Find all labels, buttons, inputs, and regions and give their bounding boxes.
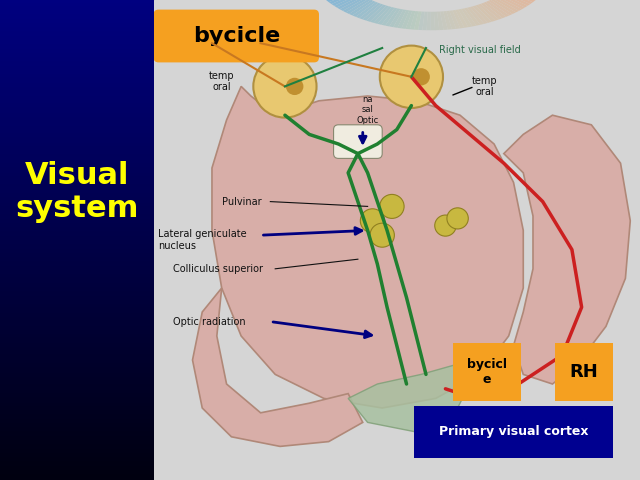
Text: Colliculus superior: Colliculus superior <box>173 264 263 274</box>
Text: Pulvinar: Pulvinar <box>221 197 261 206</box>
Polygon shape <box>493 0 519 12</box>
Polygon shape <box>329 0 358 4</box>
Polygon shape <box>326 0 356 2</box>
Polygon shape <box>504 0 533 4</box>
Circle shape <box>435 215 456 236</box>
Polygon shape <box>401 11 412 29</box>
Text: temp
oral: temp oral <box>209 71 234 93</box>
Polygon shape <box>449 11 460 29</box>
Text: Visual
system: Visual system <box>15 161 138 223</box>
Polygon shape <box>427 12 431 30</box>
Polygon shape <box>418 12 425 30</box>
Polygon shape <box>337 0 364 9</box>
Circle shape <box>380 46 443 108</box>
Polygon shape <box>467 7 484 25</box>
Polygon shape <box>434 12 439 30</box>
Polygon shape <box>461 8 476 26</box>
Circle shape <box>286 78 303 95</box>
Polygon shape <box>488 0 513 15</box>
FancyBboxPatch shape <box>555 343 613 401</box>
Polygon shape <box>343 0 369 12</box>
Text: RH: RH <box>570 363 598 381</box>
Polygon shape <box>193 288 363 446</box>
FancyBboxPatch shape <box>414 406 613 458</box>
Polygon shape <box>389 9 403 27</box>
Polygon shape <box>366 5 387 22</box>
Polygon shape <box>356 2 378 18</box>
Polygon shape <box>491 0 516 14</box>
Polygon shape <box>352 1 376 17</box>
Polygon shape <box>385 8 401 26</box>
Polygon shape <box>495 0 522 11</box>
Polygon shape <box>437 12 444 30</box>
Polygon shape <box>334 0 362 8</box>
Polygon shape <box>363 4 383 21</box>
FancyBboxPatch shape <box>333 125 382 158</box>
Text: bycicle: bycicle <box>193 26 280 46</box>
Polygon shape <box>478 4 499 21</box>
Polygon shape <box>481 3 502 19</box>
Polygon shape <box>349 0 374 15</box>
Polygon shape <box>410 11 419 30</box>
Polygon shape <box>422 12 428 30</box>
Polygon shape <box>397 10 410 28</box>
Polygon shape <box>378 7 395 25</box>
Circle shape <box>412 68 430 85</box>
Polygon shape <box>452 10 465 28</box>
Polygon shape <box>458 9 472 27</box>
Text: Lateral geniculate
nucleus: Lateral geniculate nucleus <box>159 229 247 251</box>
Circle shape <box>370 223 394 247</box>
Text: na
sal
Optic
chiasm: na sal Optic chiasm <box>353 95 383 135</box>
Text: Optic radiation: Optic radiation <box>173 317 246 326</box>
Polygon shape <box>359 3 381 19</box>
Polygon shape <box>506 0 535 2</box>
Polygon shape <box>406 11 415 29</box>
Text: bycicl
e: bycicl e <box>467 358 507 386</box>
Polygon shape <box>394 10 406 28</box>
Polygon shape <box>500 0 527 8</box>
Polygon shape <box>476 5 495 22</box>
Polygon shape <box>483 2 506 18</box>
Polygon shape <box>504 115 630 384</box>
Text: Primary visual cortex: Primary visual cortex <box>439 425 588 439</box>
Polygon shape <box>443 11 452 30</box>
Polygon shape <box>502 0 531 6</box>
Circle shape <box>447 208 468 229</box>
Polygon shape <box>212 86 524 408</box>
Circle shape <box>253 55 317 118</box>
Polygon shape <box>440 12 448 30</box>
Polygon shape <box>446 11 456 29</box>
Polygon shape <box>455 10 468 28</box>
Polygon shape <box>470 6 488 24</box>
Polygon shape <box>348 365 470 432</box>
FancyBboxPatch shape <box>154 10 319 62</box>
Circle shape <box>360 209 385 233</box>
FancyBboxPatch shape <box>452 343 521 401</box>
Polygon shape <box>332 0 360 6</box>
Polygon shape <box>374 6 392 24</box>
Text: Right visual field: Right visual field <box>438 46 520 55</box>
Polygon shape <box>381 8 397 25</box>
Polygon shape <box>340 0 367 11</box>
Polygon shape <box>464 8 481 25</box>
Polygon shape <box>370 6 389 23</box>
Polygon shape <box>486 1 509 17</box>
Polygon shape <box>472 6 492 23</box>
Text: temp
oral: temp oral <box>472 76 497 97</box>
Polygon shape <box>414 12 422 30</box>
Circle shape <box>380 194 404 218</box>
Polygon shape <box>431 12 435 30</box>
Polygon shape <box>497 0 525 9</box>
Polygon shape <box>346 0 371 14</box>
